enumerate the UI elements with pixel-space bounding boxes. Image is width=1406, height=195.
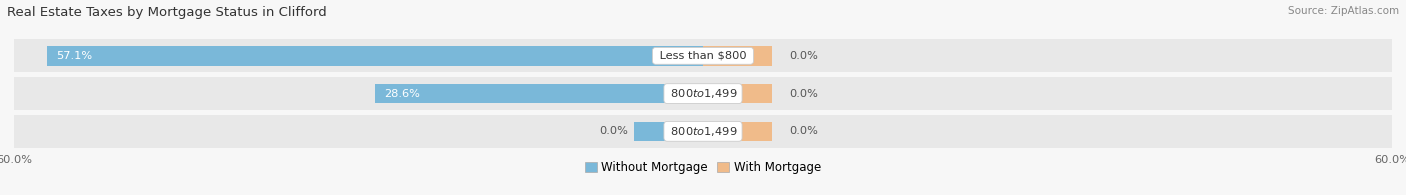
Bar bbox=[703, 84, 772, 103]
Bar bbox=[703, 46, 772, 66]
Text: Real Estate Taxes by Mortgage Status in Clifford: Real Estate Taxes by Mortgage Status in … bbox=[7, 6, 326, 19]
Text: Source: ZipAtlas.com: Source: ZipAtlas.com bbox=[1288, 6, 1399, 16]
Bar bbox=[48, 46, 703, 66]
Legend: Without Mortgage, With Mortgage: Without Mortgage, With Mortgage bbox=[581, 157, 825, 179]
Text: 28.6%: 28.6% bbox=[384, 89, 419, 99]
Bar bbox=[703, 121, 772, 141]
Text: Less than $800: Less than $800 bbox=[655, 51, 751, 61]
Text: 0.0%: 0.0% bbox=[599, 126, 628, 136]
Bar bbox=[14, 77, 1392, 110]
Bar bbox=[14, 39, 1392, 72]
Bar bbox=[14, 115, 1392, 148]
Bar bbox=[374, 84, 703, 103]
Text: $800 to $1,499: $800 to $1,499 bbox=[668, 125, 738, 138]
Text: 0.0%: 0.0% bbox=[789, 51, 818, 61]
Text: $800 to $1,499: $800 to $1,499 bbox=[668, 87, 738, 100]
Text: 0.0%: 0.0% bbox=[789, 89, 818, 99]
Text: 57.1%: 57.1% bbox=[56, 51, 93, 61]
Bar bbox=[634, 121, 703, 141]
Text: 0.0%: 0.0% bbox=[789, 126, 818, 136]
